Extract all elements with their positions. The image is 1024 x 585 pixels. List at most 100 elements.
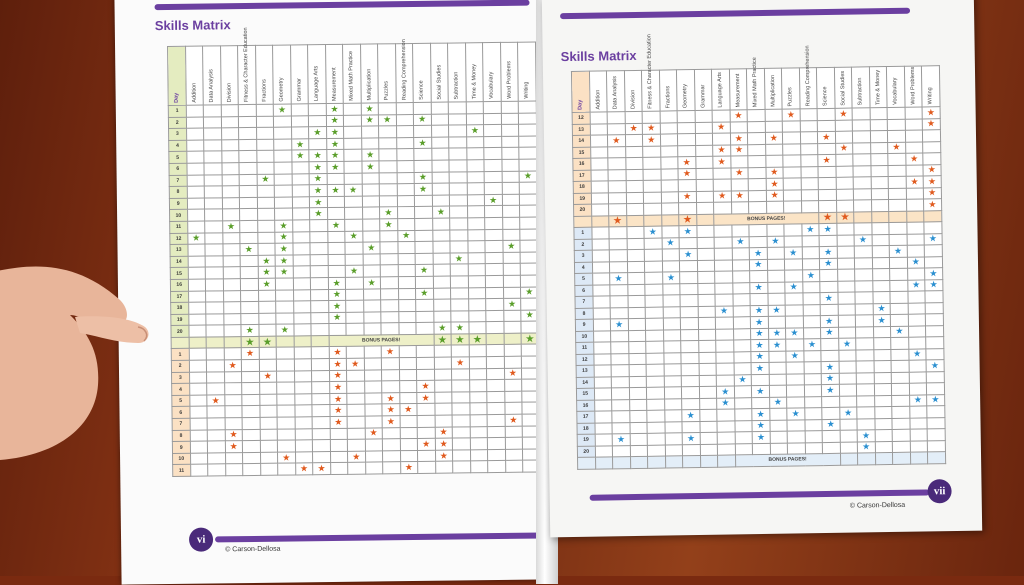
grid-cell: ★ — [749, 247, 767, 260]
column-header: Subtraction — [851, 66, 870, 109]
grid-cell — [733, 339, 751, 352]
grid-cell: ★ — [325, 103, 344, 116]
grid-cell — [644, 237, 662, 250]
grid-cell — [852, 153, 871, 166]
star-icon: ★ — [279, 231, 288, 242]
grid-cell — [188, 313, 206, 326]
star-icon: ★ — [861, 430, 871, 441]
grid-cell — [449, 183, 467, 195]
column-header-label: Measurement — [734, 73, 742, 108]
grid-cell — [292, 219, 310, 232]
star-icon: ★ — [913, 348, 922, 359]
star-icon: ★ — [523, 170, 532, 182]
grid-cell — [681, 421, 700, 433]
grid-cell: ★ — [905, 175, 924, 188]
grid-cell — [680, 352, 699, 364]
grid-cell — [505, 460, 523, 473]
grid-cell — [927, 428, 945, 441]
grid-cell — [503, 321, 522, 334]
star-icon: ★ — [839, 142, 849, 154]
grid-cell — [714, 259, 733, 272]
grid-cell — [782, 166, 801, 179]
grid-cell — [888, 199, 907, 212]
grid-cell — [294, 405, 313, 417]
star-icon: ★ — [313, 185, 323, 196]
grid-cell — [486, 356, 504, 369]
grid-cell — [346, 346, 364, 359]
grid-cell: ★ — [834, 108, 853, 120]
grid-cell — [887, 130, 906, 143]
grid-cell: ★ — [291, 150, 309, 162]
grid-cell — [220, 116, 239, 129]
grid-cell: ★ — [750, 304, 768, 317]
star-icon: ★ — [683, 225, 692, 236]
column-header-label: Geometry — [682, 83, 689, 109]
grid-cell — [589, 123, 608, 136]
column-header-label: Data Analysis — [612, 75, 619, 110]
star-icon: ★ — [734, 110, 743, 121]
grid-cell — [448, 136, 467, 149]
column-header: Fractions — [255, 45, 274, 105]
grid-cell — [224, 371, 242, 384]
star-icon: ★ — [648, 226, 657, 237]
grid-cell — [820, 338, 839, 351]
grid-cell — [242, 452, 261, 465]
grid-cell: ★ — [661, 237, 680, 250]
grid-cell: ★ — [922, 164, 941, 176]
grid-cell — [767, 293, 786, 305]
grid-cell — [682, 443, 701, 456]
grid-cell — [873, 371, 892, 384]
grid-cell — [221, 197, 240, 210]
grid-cell — [924, 244, 942, 257]
grid-cell — [678, 202, 697, 215]
star-icon: ★ — [790, 327, 799, 338]
grid-cell — [189, 383, 207, 396]
column-header: Writing — [517, 42, 536, 102]
grid-cell — [346, 404, 365, 417]
grid-cell — [414, 206, 433, 219]
day-header: Day — [167, 46, 186, 106]
grid-cell — [590, 192, 609, 205]
grid-cell — [747, 143, 766, 156]
grid-cell — [417, 426, 435, 439]
grid-cell — [907, 302, 926, 315]
grid-cell — [699, 443, 718, 456]
grid-cell — [361, 184, 380, 196]
grid-cell — [518, 100, 536, 113]
grid-cell — [856, 372, 874, 385]
grid-cell: ★ — [751, 408, 770, 421]
grid-cell — [607, 146, 626, 158]
grid-cell — [680, 317, 699, 330]
grid-cell: ★ — [434, 438, 453, 451]
grid-cell: ★ — [381, 404, 400, 416]
grid-cell: ★ — [222, 220, 240, 233]
day-cell: 11 — [575, 342, 594, 354]
grid-cell — [363, 346, 382, 359]
grid-cell — [466, 182, 485, 195]
grid-cell — [659, 133, 678, 146]
grid-cell — [838, 384, 857, 396]
grid-cell — [362, 207, 380, 220]
grid-cell — [646, 375, 664, 388]
grid-cell — [906, 198, 924, 211]
grid-cell: ★ — [836, 211, 854, 224]
star-icon: ★ — [686, 432, 696, 443]
star-icon: ★ — [349, 265, 359, 276]
grid-cell — [380, 253, 398, 266]
grid-cell — [662, 317, 681, 330]
grid-cell — [907, 325, 926, 338]
grid-cell: ★ — [818, 223, 837, 236]
grid-cell — [786, 361, 804, 374]
grid-cell — [627, 283, 645, 296]
grid-cell — [905, 141, 923, 154]
grid-cell — [222, 255, 241, 268]
grid-cell — [397, 264, 416, 277]
day-cell: 10 — [169, 209, 188, 222]
grid-cell — [731, 259, 750, 271]
star-icon: ★ — [822, 154, 831, 165]
star-icon: ★ — [791, 408, 800, 419]
grid-cell — [361, 195, 380, 208]
grid-cell — [259, 440, 278, 453]
grid-cell — [363, 323, 382, 335]
grid-cell — [185, 116, 204, 129]
